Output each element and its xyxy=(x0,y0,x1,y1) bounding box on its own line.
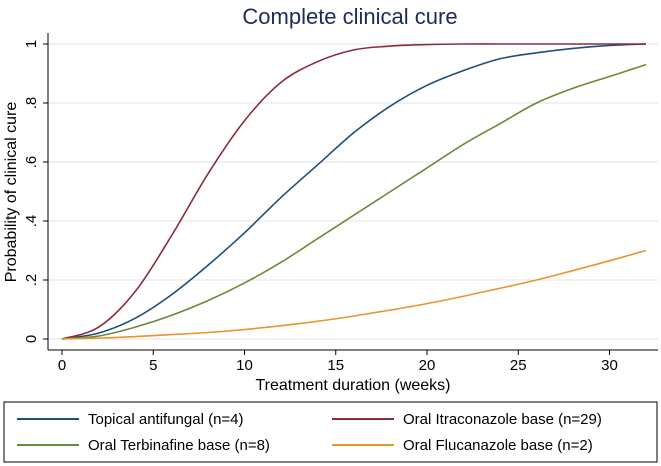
y-tick-label-4: .8 xyxy=(23,97,40,110)
legend-label-1: Oral Itraconazole base (n=29) xyxy=(403,411,602,428)
legend: Topical antifungal (n=4) Oral Itraconazo… xyxy=(3,401,658,463)
y-tick-label-0: 0 xyxy=(23,335,40,343)
y-tick-label-2: .4 xyxy=(23,215,40,228)
series-line-2 xyxy=(61,63,647,340)
series-line-3 xyxy=(61,249,647,340)
x-tick-label-0: 0 xyxy=(58,357,66,374)
x-tick-label-4: 20 xyxy=(419,357,436,374)
series-lines xyxy=(61,43,647,340)
y-tick-label-3: .6 xyxy=(23,156,40,169)
y-axis-label: Probability of clinical cure xyxy=(3,102,20,283)
chart-title: Complete clinical cure xyxy=(242,4,457,29)
x-tick-label-3: 15 xyxy=(327,357,344,374)
y-tick-label-5: 1 xyxy=(23,40,40,48)
x-axis-label: Treatment duration (weeks) xyxy=(255,377,450,394)
x-axis: 0 5 10 15 20 25 30 xyxy=(48,349,658,374)
y-axis: 0 .2 .4 .6 .8 1 xyxy=(23,33,49,350)
x-tick-label-1: 5 xyxy=(149,357,157,374)
x-tick-label-2: 10 xyxy=(236,357,253,374)
y-tick-label-1: .2 xyxy=(23,274,40,287)
gridlines xyxy=(48,43,658,340)
series-line-0 xyxy=(61,43,647,340)
series-line-1 xyxy=(61,43,646,340)
x-tick-label-5: 25 xyxy=(510,357,527,374)
x-tick-label-6: 30 xyxy=(601,357,618,374)
legend-box xyxy=(3,401,658,463)
legend-label-2: Oral Terbinafine base (n=8) xyxy=(88,437,270,454)
legend-label-0: Topical antifungal (n=4) xyxy=(88,411,244,428)
legend-label-3: Oral Flucanazole base (n=2) xyxy=(403,437,593,454)
